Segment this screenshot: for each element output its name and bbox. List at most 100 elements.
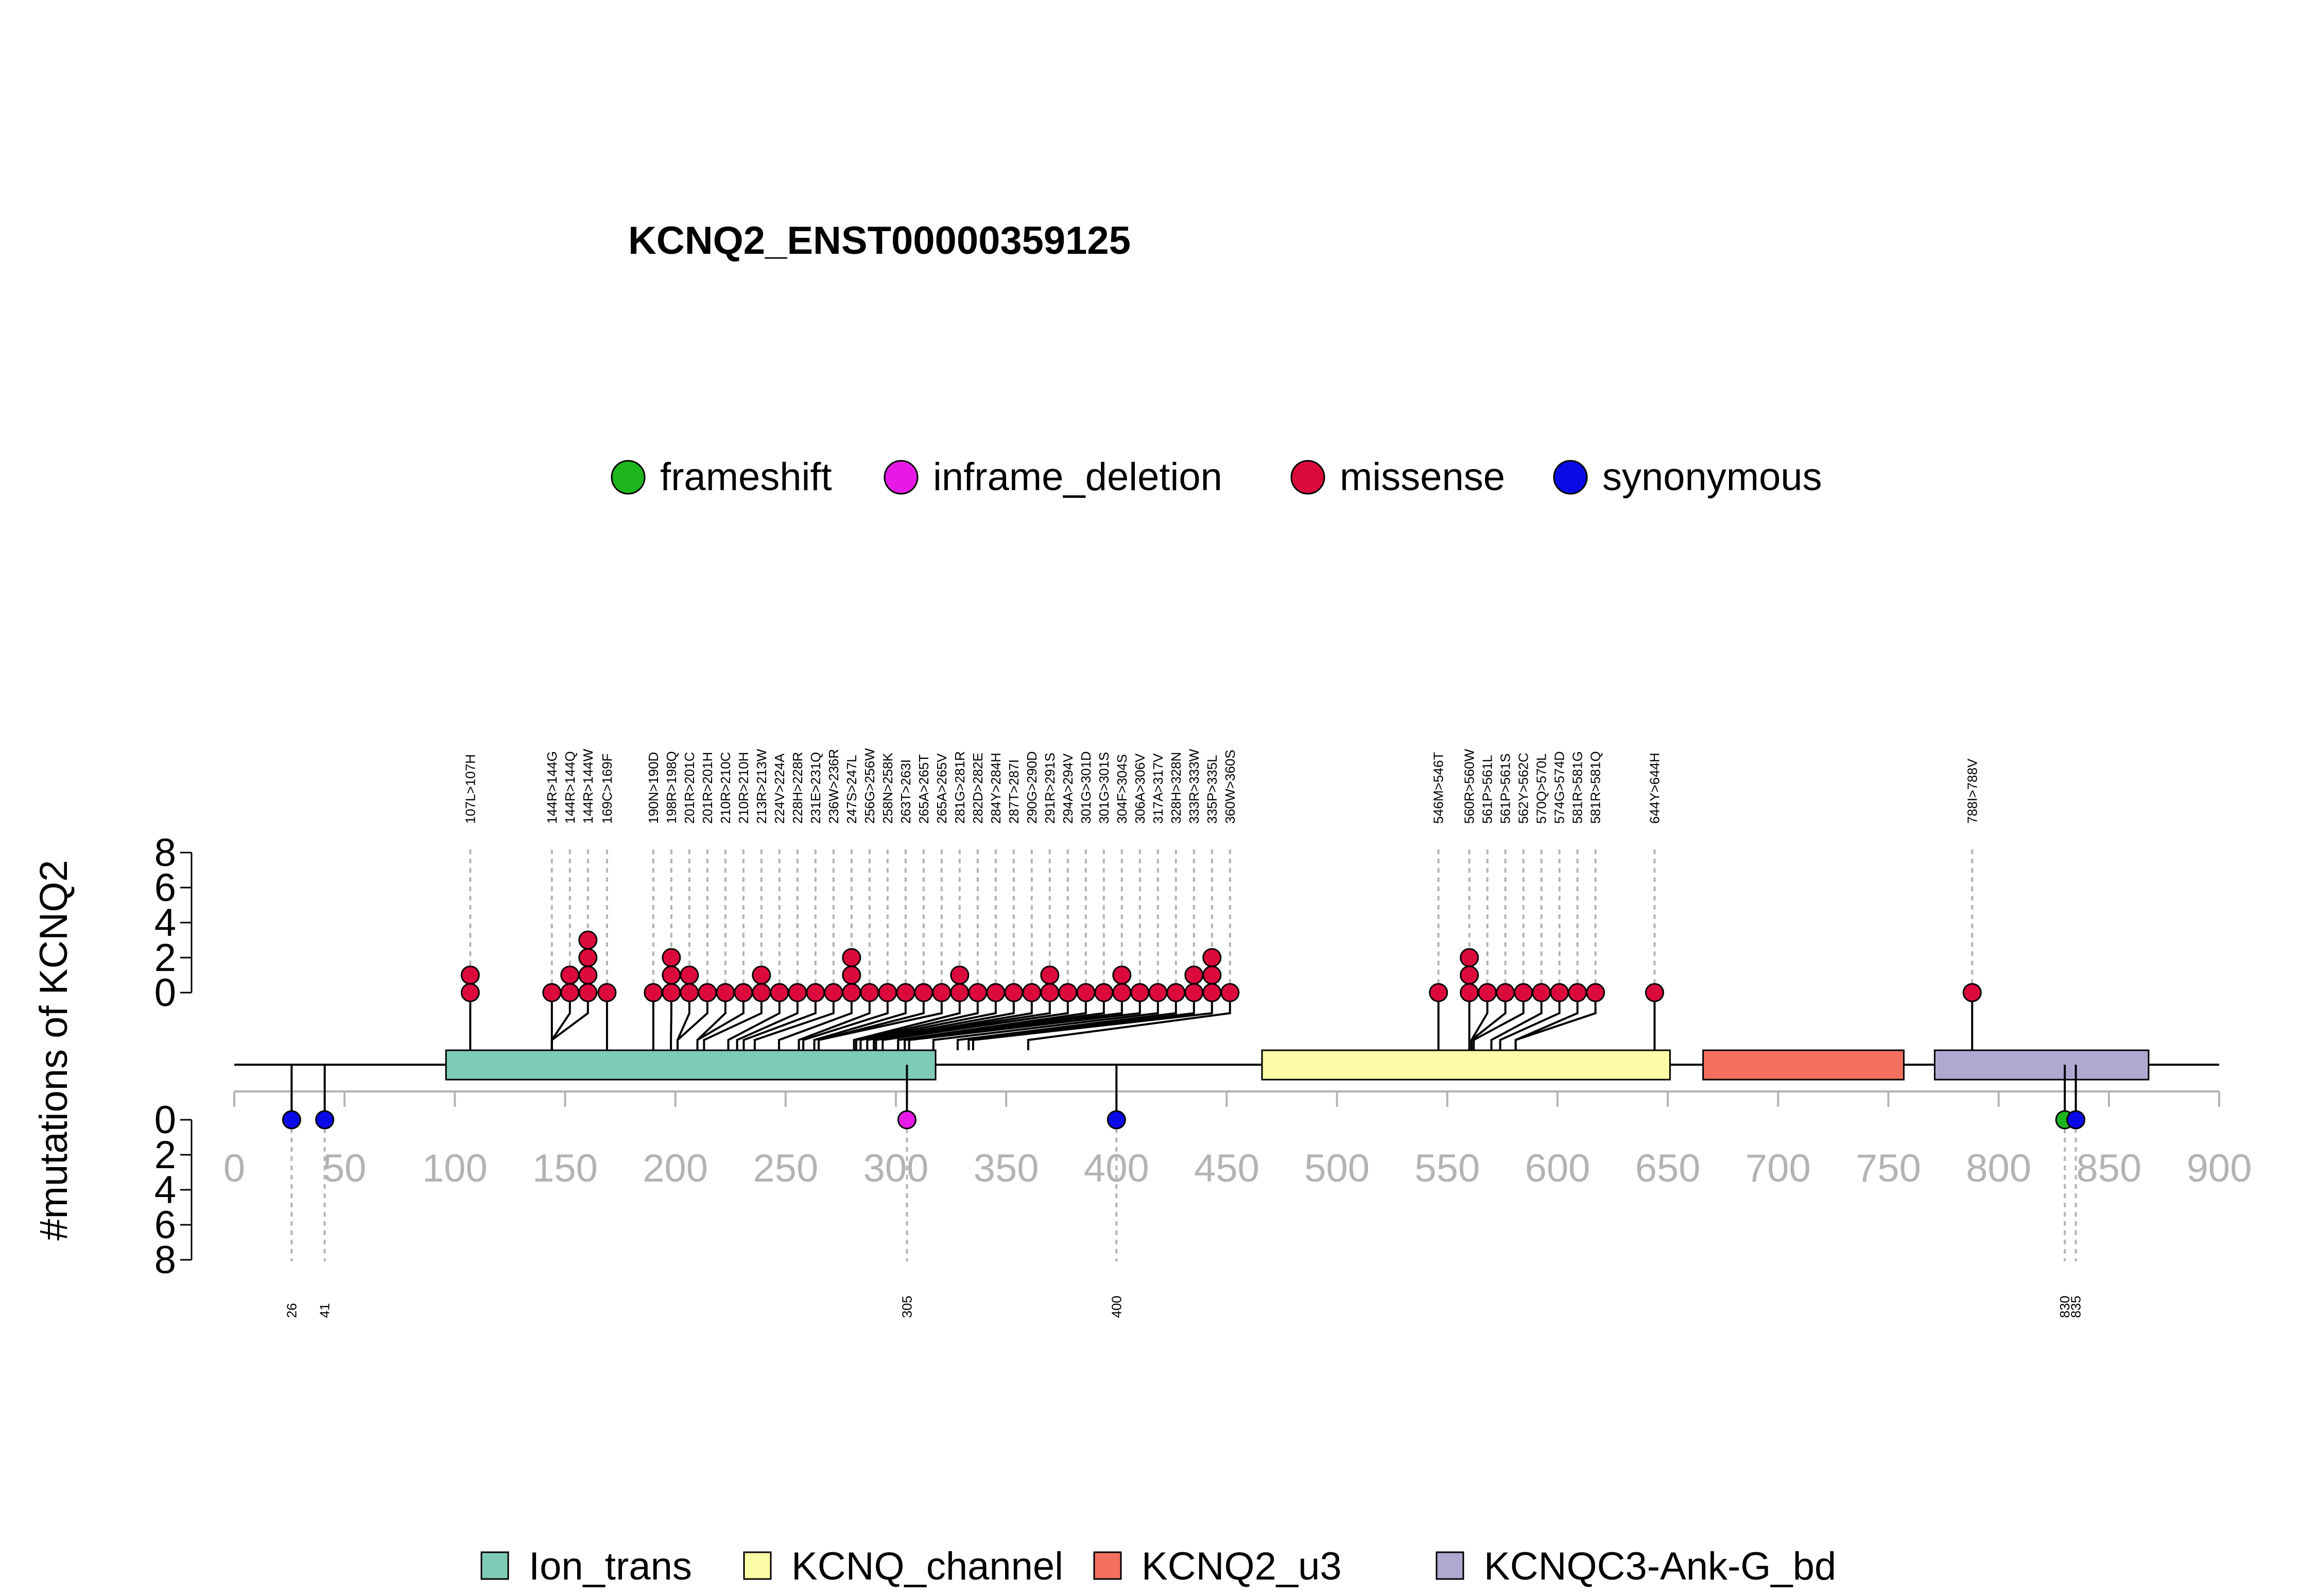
mutation-label: 258N>258K bbox=[880, 752, 895, 824]
mutation-label: 201R>201H bbox=[700, 752, 715, 824]
mutation-label: 788I>788V bbox=[1964, 758, 1980, 824]
mutation-label: 228H>228R bbox=[790, 752, 805, 824]
lollipop-head-missense bbox=[1496, 983, 1515, 1002]
x-tick-label: 0 bbox=[223, 1147, 245, 1190]
mutation-label: 247S>247L bbox=[844, 755, 859, 824]
lollipop-head-missense bbox=[860, 983, 879, 1002]
mutation-label: 335P>335L bbox=[1204, 755, 1220, 824]
bottom-y-tick-label: 8 bbox=[154, 1238, 176, 1282]
domain-Ion_trans bbox=[445, 1049, 937, 1081]
lollipop-head-missense bbox=[752, 983, 771, 1002]
lollipop-stem bbox=[1499, 993, 1561, 1050]
lollipop-head-missense bbox=[1112, 965, 1132, 985]
lollipop-head-missense bbox=[1550, 983, 1569, 1002]
lollipop-head-missense bbox=[1040, 965, 1060, 985]
lollipop-head-missense bbox=[1022, 983, 1042, 1002]
lollipop-stem bbox=[736, 993, 799, 1050]
lollipop-stem bbox=[676, 993, 708, 1050]
mutation-label: 287T>287I bbox=[1006, 759, 1022, 824]
lollipop-head-missense bbox=[1058, 983, 1078, 1002]
lollipop-head-synonymous bbox=[282, 1110, 301, 1130]
title-group: KCNQ2_ENST00000359125 bbox=[628, 219, 1131, 263]
lollipop-head-missense bbox=[950, 965, 970, 985]
x-tick-label: 200 bbox=[643, 1147, 708, 1190]
mutation-label: 231E>231Q bbox=[808, 752, 823, 824]
lollipop-head-missense bbox=[597, 983, 617, 1002]
mutation-label: 301G>301S bbox=[1096, 752, 1112, 824]
lollipop-stem bbox=[881, 993, 1069, 1050]
mutation-label: 236W>236R bbox=[826, 749, 841, 824]
chart-title: KCNQ2_ENST00000359125 bbox=[628, 219, 1131, 263]
lollipop-head-missense bbox=[1112, 983, 1132, 1002]
lollipop-head-missense bbox=[788, 983, 807, 1002]
lollipop-head-missense bbox=[1429, 983, 1448, 1002]
mutation-label: 281G>281R bbox=[952, 751, 967, 824]
mutation-label: 291R>291S bbox=[1042, 753, 1058, 824]
lollipop-stem bbox=[802, 993, 889, 1050]
lollipop-stem bbox=[703, 993, 763, 1050]
lollipop-head-missense bbox=[680, 983, 699, 1002]
lollipop-head-missense bbox=[734, 983, 753, 1002]
x-tick-label: 700 bbox=[1745, 1147, 1811, 1190]
lollipop-head-missense bbox=[986, 983, 1006, 1002]
mutation-label: 644Y>644H bbox=[1647, 753, 1662, 824]
lollipop-head-missense bbox=[578, 983, 598, 1002]
lollipop-head-missense bbox=[1094, 983, 1114, 1002]
lollipop-head-missense bbox=[1514, 983, 1533, 1002]
lollipop-stem bbox=[908, 993, 1141, 1050]
lollipop-head-missense bbox=[770, 983, 789, 1002]
mutation-label: 169C>169F bbox=[599, 753, 615, 824]
lollipop-head-missense bbox=[1004, 983, 1024, 1002]
lollipop-head-synonymous bbox=[315, 1110, 335, 1130]
lollipop-stem bbox=[866, 993, 1015, 1050]
lollipop-head-missense bbox=[1645, 983, 1664, 1002]
x-tick-label: 450 bbox=[1194, 1147, 1259, 1190]
bottom-y-tick-label: 0 bbox=[154, 1098, 176, 1142]
lollipop-stem bbox=[818, 993, 943, 1050]
mutation-label: 265A>265T bbox=[916, 754, 931, 824]
x-tick-label: 650 bbox=[1635, 1147, 1701, 1190]
lollipop-head-missense bbox=[1184, 983, 1204, 1002]
lollipop-head-missense bbox=[1220, 983, 1240, 1002]
lollipop-stem bbox=[972, 993, 1213, 1050]
x-tick-label: 550 bbox=[1414, 1147, 1480, 1190]
x-tick-label: 850 bbox=[2076, 1147, 2141, 1190]
lollipop-stem bbox=[798, 993, 871, 1050]
mutation-labels: 107L>107H 144R>144G 144R>144Q 144R>144W 169C… bbox=[284, 748, 2083, 1318]
lollipop-head-missense bbox=[806, 983, 825, 1002]
lollipop-head-missense bbox=[1460, 983, 1479, 1002]
lollipop-stem bbox=[550, 993, 589, 1050]
legend-marker-Ion_trans bbox=[480, 1551, 509, 1580]
lollipop-stem bbox=[1027, 993, 1231, 1050]
mutation-label: 360W>360S bbox=[1222, 750, 1238, 824]
mutation-label: 256G>256W bbox=[862, 748, 877, 824]
mutation-label: 581R>581Q bbox=[1588, 751, 1603, 824]
lollipop-stem bbox=[753, 993, 835, 1050]
lollipop-stem bbox=[853, 993, 961, 1050]
x-tick-label: 600 bbox=[1525, 1147, 1590, 1190]
x-tick-label: 300 bbox=[863, 1147, 929, 1190]
lollipop-head-missense bbox=[842, 983, 861, 1002]
lollipop-head-missense bbox=[1478, 983, 1497, 1002]
legend-label-KCNQ_channel: KCNQ_channel bbox=[791, 1545, 1063, 1588]
mutation-label: 224V>224A bbox=[772, 753, 787, 824]
lollipop-head-missense bbox=[578, 930, 598, 950]
mutation-label: 317A>317V bbox=[1150, 753, 1166, 824]
bottom-y-tick-label: 6 bbox=[154, 1203, 176, 1247]
lollipop-stem bbox=[897, 993, 1105, 1050]
legend-label-synonymous: synonymous bbox=[1602, 455, 1822, 499]
lollipop-head-missense bbox=[560, 983, 580, 1002]
x-tick-label: 800 bbox=[1966, 1147, 2031, 1190]
x-tick-label: 400 bbox=[1084, 1147, 1149, 1190]
bottom-y-tick-label: 2 bbox=[154, 1133, 176, 1177]
lollipop-head-missense bbox=[578, 965, 598, 985]
mutation-label: 201R>201C bbox=[682, 752, 697, 824]
legend-label-KCNQ2_u3: KCNQ2_u3 bbox=[1142, 1545, 1342, 1588]
lollipop-head-missense bbox=[968, 983, 988, 1002]
mutation-label: 210R>210C bbox=[718, 752, 733, 824]
lollipop-head-missense bbox=[824, 983, 843, 1002]
lollipop-head-missense bbox=[1568, 983, 1587, 1002]
mutation-label: 26 bbox=[284, 1303, 299, 1318]
